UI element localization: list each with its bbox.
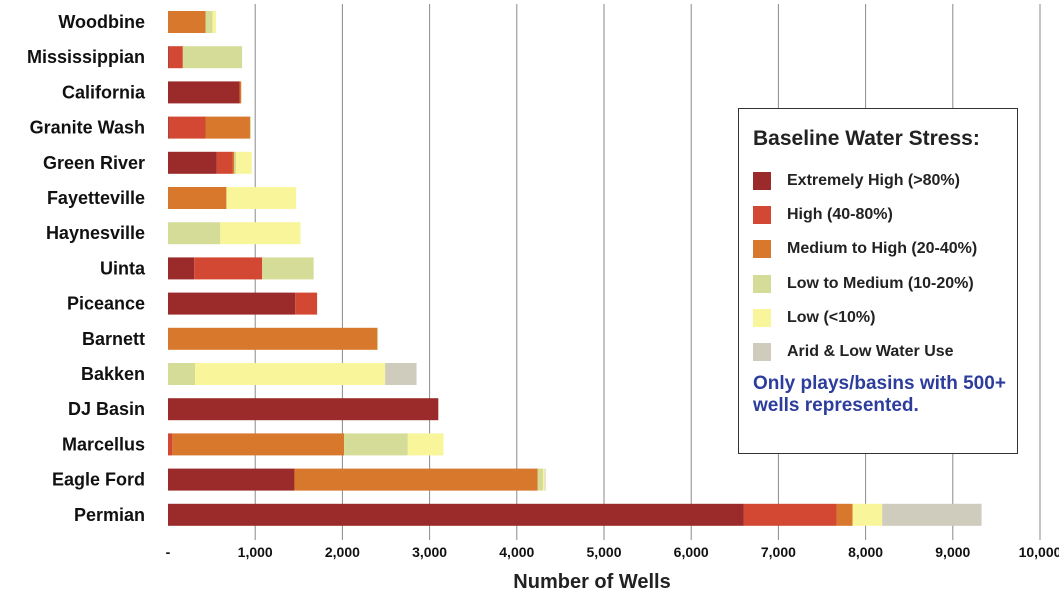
x-tick-label: 1,000 [238,544,273,560]
bar-segment [168,11,206,33]
bar-segment [239,81,242,104]
bar-segment [226,187,297,209]
bar-segment [168,222,221,245]
legend-label: Medium to High (20-40%) [787,240,978,258]
bar-segment [168,46,183,69]
x-tick-label: 9,000 [935,544,970,560]
bar-segment [195,363,386,385]
category-labels: Woodbine Mississippian California Granite W… [27,12,146,525]
bar-segment [194,257,263,280]
bar-segment [168,116,169,139]
x-tick-label: 4,000 [499,544,534,560]
bar-segment [216,151,233,174]
bar-segment [232,151,235,174]
x-tick-label: 5,000 [586,544,621,560]
x-tick-label: 6,000 [674,544,709,560]
category-label: Marcellus [62,434,145,454]
category-label: Barnett [82,329,145,349]
legend-label: Extremely High (>80%) [787,172,960,189]
category-label: Haynesville [46,223,145,243]
bar-segment [182,46,243,69]
legend-item: High (40-80%) [753,205,893,225]
bar-segment [295,292,318,315]
bar-segment [168,433,173,456]
category-label: Eagle Ford [52,470,145,490]
category-label: California [62,82,146,102]
legend-item: Extremely High (>80%) [753,171,960,191]
category-label: Granite Wash [30,118,145,138]
bar-segment [220,222,301,245]
bar-segment [168,116,206,139]
bar-segment [168,292,296,315]
legend-label: Low to Medium (10-20%) [787,274,974,292]
x-tick-label: 7,000 [761,544,796,560]
bar-segment [407,433,444,456]
legend: Baseline Water Stress: Extremely High (>… [738,108,1018,454]
legend-title: Baseline Water Stress: [753,127,980,150]
category-label: Fayetteville [47,188,145,208]
x-tick-label: 2,000 [325,544,360,560]
bar-segment [205,116,250,139]
category-label: Permian [74,505,145,525]
legend-label: Arid & Low Water Use [787,343,954,360]
category-label: Bakken [81,364,145,384]
legend-swatch [753,240,771,259]
x-tick-label: 8,000 [848,544,883,560]
x-tick-labels: - 1,000 2,000 3,000 4,000 5,000 6,000 7,000 8,00… [166,544,1059,560]
bar-segment [234,151,237,174]
legend-label: Low (<10%) [787,308,876,326]
category-label: Piceance [67,294,145,314]
x-tick-label: 10,000 [1019,544,1059,560]
legend-item: Medium to High (20-40%) [753,239,977,259]
legend-item: Arid & Low Water Use [753,342,954,362]
bar-segment [544,468,546,491]
category-label: Woodbine [58,12,145,32]
legend-swatch [753,343,771,361]
bar-segment [168,398,439,421]
bar-segment [262,257,314,280]
bar-segment [168,46,169,69]
bar-segment [743,503,837,526]
category-label: DJ Basin [68,399,145,419]
bar-segment [168,468,295,491]
bar-segment [168,503,744,526]
bar-segment [212,11,216,33]
bar-segment [172,433,345,456]
bar-segment [168,257,195,280]
bar-segment [168,151,217,174]
bar-segment [377,327,379,350]
bar-segment [168,187,227,209]
bar-segment [168,81,240,104]
bar-segment [168,363,196,385]
bar-segment [852,503,883,526]
bar-segment [542,468,545,491]
category-label: Uinta [100,258,146,278]
bar-segment [168,327,378,350]
legend-swatch [753,206,771,225]
category-label: Mississippian [27,47,145,67]
bar-segment [236,151,252,174]
bar-segment [537,468,543,491]
bar-segment [294,468,538,491]
legend-note: Only plays/basins with 500+ wells repres… [753,373,1006,416]
bar-segment [882,503,982,526]
legend-swatch [753,308,771,327]
legend-swatch [753,172,771,190]
bar-segment [205,11,213,33]
x-tick-label: - [166,544,171,560]
legend-label: High (40-80%) [787,206,893,224]
legend-item: Low (<10%) [753,308,875,328]
bars [168,11,982,526]
bar-segment [385,363,417,385]
x-axis-title: Number of Wells [513,571,670,593]
bar-segment [344,433,408,456]
bar-segment [836,503,853,526]
bar-segment [249,116,251,139]
x-tick-label: 3,000 [412,544,447,560]
legend-item: Low to Medium (10-20%) [753,274,974,294]
category-label: Green River [43,153,145,173]
legend-swatch [753,274,771,293]
